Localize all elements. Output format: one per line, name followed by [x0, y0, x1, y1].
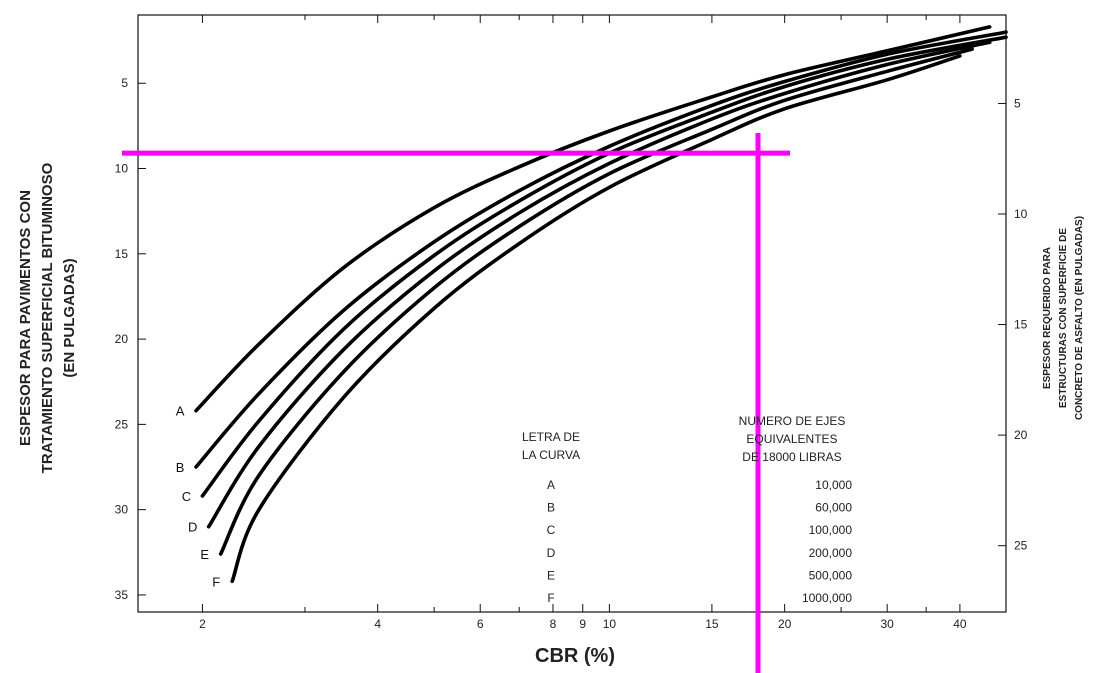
y-right-tick-label: 20	[1014, 428, 1028, 442]
annotation-layer	[122, 133, 790, 673]
curve-C	[200, 35, 1008, 498]
curve-A	[194, 25, 992, 413]
x-tick-label: 6	[477, 617, 484, 631]
x-tick-label: 9	[579, 617, 586, 631]
curve-label-E: E	[200, 547, 209, 562]
x-tick-label: 15	[705, 617, 719, 631]
curve-label-D: D	[188, 520, 197, 535]
curve-label-A: A	[176, 404, 185, 419]
legend-row-axles: 60,000	[815, 501, 852, 515]
y-left-tick-label: 30	[115, 503, 129, 517]
legend-row-letter: A	[547, 478, 555, 492]
x-tick-label: 2	[199, 617, 206, 631]
tick-layer: 2 4 6 8 9 10 15 20 30 40 5 10 15 20 25 30 35 5 10 15 20 25	[115, 15, 1028, 631]
legend-letter-header-1: LETRA DE	[522, 430, 580, 444]
x-tick-label: 40	[953, 617, 967, 631]
x-tick-label: 30	[880, 617, 894, 631]
legend-row-letter: C	[547, 523, 556, 537]
y-left-tick-label: 35	[115, 588, 129, 602]
y-right-tick-label: 10	[1014, 207, 1028, 221]
curve-B	[194, 30, 1008, 469]
y-right-title-line-2: ESTRUCTURAS CON SUPERFICIE DE	[1058, 228, 1069, 408]
legend: LETRA DE LA CURVA NUMERO DE EJES EQUIVAL…	[522, 414, 852, 605]
y-left-tick-label: 5	[121, 76, 128, 90]
legend-row-axles: 10,000	[815, 478, 852, 492]
legend-row-letter: B	[547, 501, 555, 515]
y-left-title-line-1: ESPESOR PARA PAVIMENTOS CON	[17, 190, 34, 446]
y-left-tick-label: 20	[115, 332, 129, 346]
curve-F	[230, 54, 962, 584]
legend-row-axles: 1000,000	[802, 591, 852, 605]
legend-row-letter: D	[547, 546, 556, 560]
y-left-title-line-2: TRATAMIENTO SUPERFICIAL BITUMINOSO	[39, 162, 56, 473]
curve-label-F: F	[212, 574, 220, 589]
y-right-title-line-3: CONCRETO DE ASFALTO (EN PULGADAS)	[1074, 216, 1085, 420]
legend-row-letter: E	[547, 568, 555, 582]
legend-axles-header-2: EQUIVALENTES	[746, 432, 837, 446]
x-tick-label: 10	[603, 617, 617, 631]
y-left-tick-label: 25	[115, 417, 129, 431]
x-tick-label: 20	[778, 617, 792, 631]
curve-label-B: B	[176, 460, 185, 475]
legend-axles-header-3: DE 18000 LIBRAS	[742, 450, 841, 464]
legend-letter-header-2: LA CURVA	[522, 448, 580, 462]
curve-D	[206, 40, 992, 529]
y-left-title-line-3: (EN PULGADAS)	[61, 258, 78, 377]
legend-axles-header-1: NUMERO DE EJES	[739, 414, 846, 428]
legend-row-axles: 100,000	[809, 523, 853, 537]
y-right-tick-label: 25	[1014, 539, 1028, 553]
legend-row-letter: F	[547, 591, 554, 605]
curve-E	[218, 47, 974, 556]
y-left-tick-label: 15	[115, 247, 129, 261]
y-right-tick-label: 15	[1014, 318, 1028, 332]
plot-frame	[137, 14, 1007, 613]
x-axis-title: CBR (%)	[535, 645, 615, 667]
x-tick-label: 8	[550, 617, 557, 631]
x-tick-label: 4	[374, 617, 381, 631]
y-left-tick-label: 10	[115, 162, 129, 176]
legend-rows: A 10,000 B 60,000 C 100,000 D 200,000 E 500,000 F 1…	[547, 478, 853, 605]
legend-row-axles: 500,000	[809, 568, 853, 582]
legend-row-axles: 200,000	[809, 546, 853, 560]
y-right-tick-label: 5	[1014, 96, 1021, 110]
curve-label-C: C	[182, 489, 191, 504]
y-right-title-line-1: ESPESOR REQUERIDO PARA	[1042, 247, 1053, 389]
